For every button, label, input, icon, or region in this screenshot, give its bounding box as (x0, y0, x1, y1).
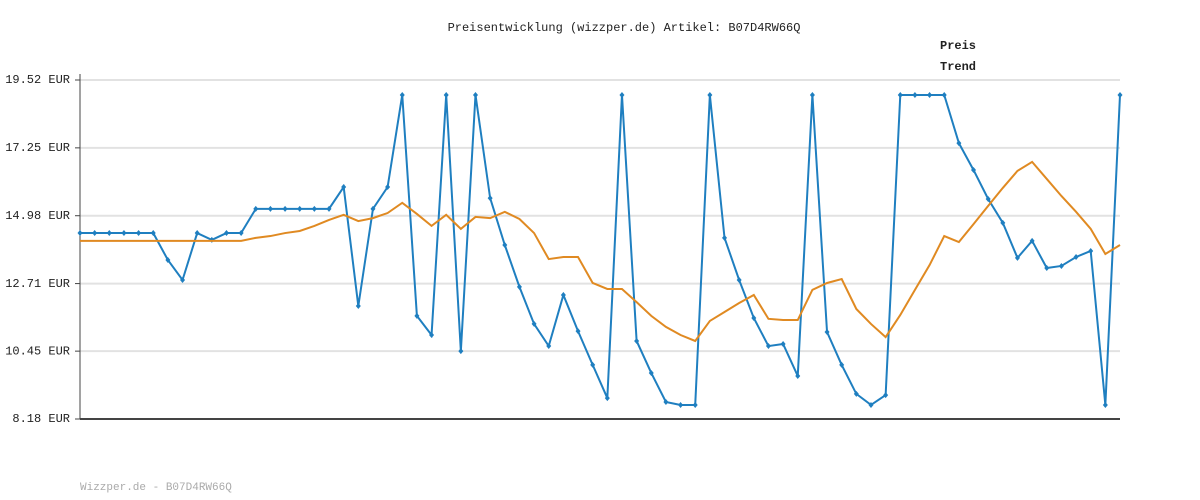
point (385, 184, 391, 191)
point (956, 140, 962, 147)
point (1073, 253, 1079, 260)
y-tick-label: 17.25 EUR (5, 141, 70, 155)
point (106, 230, 112, 237)
point (92, 230, 98, 237)
point (77, 230, 83, 237)
point (267, 205, 273, 212)
point (809, 91, 815, 98)
point (150, 230, 156, 237)
point (1088, 247, 1094, 254)
point (326, 205, 332, 212)
point (751, 314, 757, 321)
point (824, 329, 830, 336)
point (194, 230, 200, 237)
point (912, 91, 918, 98)
point (971, 166, 977, 173)
point (1029, 237, 1035, 244)
point (780, 340, 786, 347)
point (985, 195, 991, 202)
point (590, 361, 596, 368)
point (927, 91, 933, 98)
point (1058, 262, 1064, 269)
y-tick-label: 19.52 EUR (5, 73, 70, 87)
point (663, 398, 669, 405)
point (487, 195, 493, 202)
point (560, 291, 566, 298)
point (795, 372, 801, 379)
point (897, 91, 903, 98)
point (472, 91, 478, 98)
point (399, 91, 405, 98)
point (1044, 265, 1050, 272)
footer: Wizzper.de - B07D4RW66Q (80, 482, 232, 494)
point (355, 303, 361, 309)
point (443, 91, 449, 98)
y-tick-label: 12.71 EUR (5, 277, 70, 291)
point (634, 337, 640, 344)
point (619, 91, 625, 98)
point (868, 401, 874, 408)
point (297, 205, 303, 212)
point (429, 331, 435, 338)
point (341, 184, 347, 191)
legend-label: Preis (940, 39, 976, 53)
y-tick-label: 8.18 EUR (12, 412, 70, 426)
point (531, 320, 537, 327)
point (165, 256, 171, 263)
point (180, 276, 186, 283)
point (853, 390, 859, 397)
point (370, 205, 376, 212)
point (223, 230, 229, 237)
point (238, 230, 244, 237)
point (765, 343, 771, 350)
point (121, 230, 127, 237)
point (736, 276, 742, 283)
series-line (80, 160, 1121, 343)
chart-title: Preisentwicklung (wizzper.de) Artikel: B… (448, 21, 801, 35)
point (722, 234, 728, 241)
point (1014, 254, 1020, 261)
point (502, 242, 508, 249)
y-tick-label: 14.98 EUR (5, 209, 70, 223)
point (707, 91, 713, 98)
point (253, 205, 259, 212)
point (692, 401, 698, 408)
point (648, 369, 654, 376)
point (604, 395, 610, 402)
point (839, 361, 845, 368)
point (458, 348, 464, 355)
legend-label: Trend (940, 60, 976, 74)
point (678, 401, 684, 408)
y-tick-label: 10.45 EUR (5, 344, 70, 358)
point (282, 205, 288, 212)
point (1117, 91, 1123, 98)
point (136, 230, 142, 237)
point (516, 283, 522, 290)
point (414, 312, 420, 319)
series-line (80, 93, 1121, 407)
point (1102, 401, 1108, 408)
point (941, 91, 947, 98)
point (575, 328, 581, 335)
point (1000, 219, 1006, 226)
point (311, 205, 317, 212)
point (546, 343, 552, 350)
point (883, 392, 889, 399)
